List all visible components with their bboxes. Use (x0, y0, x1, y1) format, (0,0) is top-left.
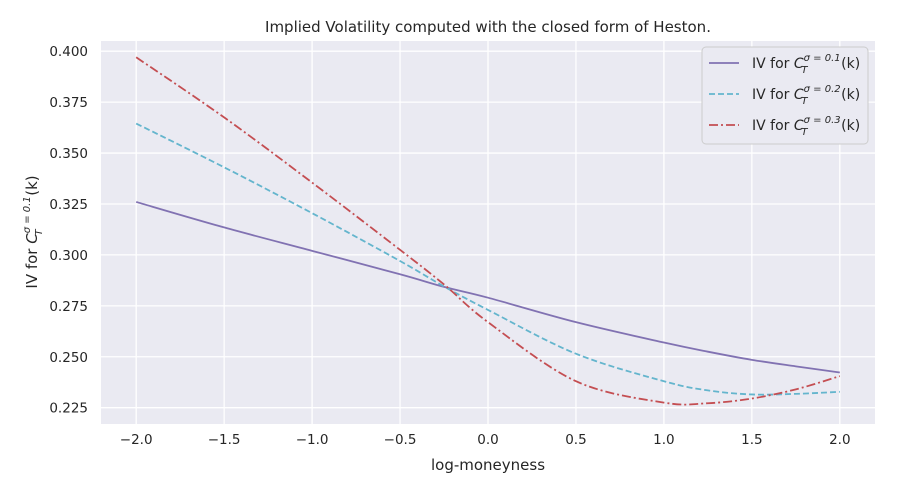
y-axis-label-sub: T (34, 228, 45, 235)
y-axis-ticks: 0.225 0.250 0.275 0.300 0.325 0.350 0.375 0.400 (49, 44, 88, 417)
legend-label-1-sub: T (801, 65, 808, 76)
y-axis-label: IV for Cσ = 0.1T (k) (22, 175, 45, 288)
y-tick-label: 0.400 (49, 44, 88, 60)
legend-label-2-sub: T (801, 96, 808, 107)
series-line-3 (135, 56, 841, 406)
y-axis-label-sup: σ = 0.1 (22, 196, 33, 233)
legend-label-2-suffix: (k) (841, 87, 860, 103)
legend-box (701, 46, 869, 145)
series-line-1 (135, 201, 840, 374)
y-axis-label-var: C (23, 233, 41, 244)
y-tick-label: 0.250 (49, 350, 88, 366)
legend-label-2-prefix: IV for (752, 87, 794, 103)
legend-label-3-sup: σ = 0.3 (804, 115, 841, 126)
legend-label-1-prefix: IV for (752, 56, 794, 72)
y-tick-label: 0.300 (49, 248, 88, 264)
x-tick-label: 0.5 (565, 432, 586, 448)
x-tick-label: −2.0 (120, 432, 153, 448)
legend-label-2-var: C (794, 87, 804, 103)
y-tick-label: 0.225 (49, 401, 88, 417)
y-tick-label: 0.375 (49, 95, 88, 111)
x-tick-label: 1.5 (741, 432, 762, 448)
y-axis-label-prefix: IV for (23, 244, 41, 289)
legend-label-3-sub: T (801, 127, 808, 138)
legend-label-2: IV for Cσ = 0.2 T (k) (752, 84, 860, 107)
legend-label-3-prefix: IV for (752, 118, 794, 134)
y-tick-label: 0.325 (49, 197, 88, 213)
series-line-2 (135, 122, 840, 396)
legend: IV for Cσ = 0.1 T (k)IV for Cσ = 0.2 T (k)IV… (701, 46, 869, 145)
x-tick-label: −0.5 (384, 432, 417, 448)
legend-label-1: IV for Cσ = 0.1 T (k) (752, 53, 860, 76)
x-axis-ticks: −2.0 −1.5 −1.0 −0.5 0.0 0.5 1.0 1.5 2.0 (120, 432, 851, 448)
x-tick-label: −1.5 (208, 432, 241, 448)
x-tick-label: 1.0 (653, 432, 674, 448)
legend-label-2-sup: σ = 0.2 (804, 84, 841, 95)
legend-label-3-suffix: (k) (841, 118, 860, 134)
series-layer (135, 56, 841, 406)
x-tick-label: 0.0 (477, 432, 498, 448)
x-axis-label: log-moneyness (431, 456, 545, 474)
y-axis-label-suffix: (k) (23, 175, 41, 195)
legend-label-3-var: C (794, 118, 804, 134)
legend-label-1-var: C (794, 56, 804, 72)
legend-label-1-sup: σ = 0.1 (804, 53, 841, 64)
chart-title: Implied Volatility computed with the clo… (265, 18, 711, 36)
y-tick-label: 0.275 (49, 299, 88, 315)
y-tick-label: 0.350 (49, 146, 88, 162)
legend-label-3: IV for Cσ = 0.3 T (k) (752, 115, 860, 138)
legend-label-1-suffix: (k) (841, 56, 860, 72)
x-tick-label: −1.0 (296, 432, 329, 448)
x-tick-label: 2.0 (829, 432, 850, 448)
